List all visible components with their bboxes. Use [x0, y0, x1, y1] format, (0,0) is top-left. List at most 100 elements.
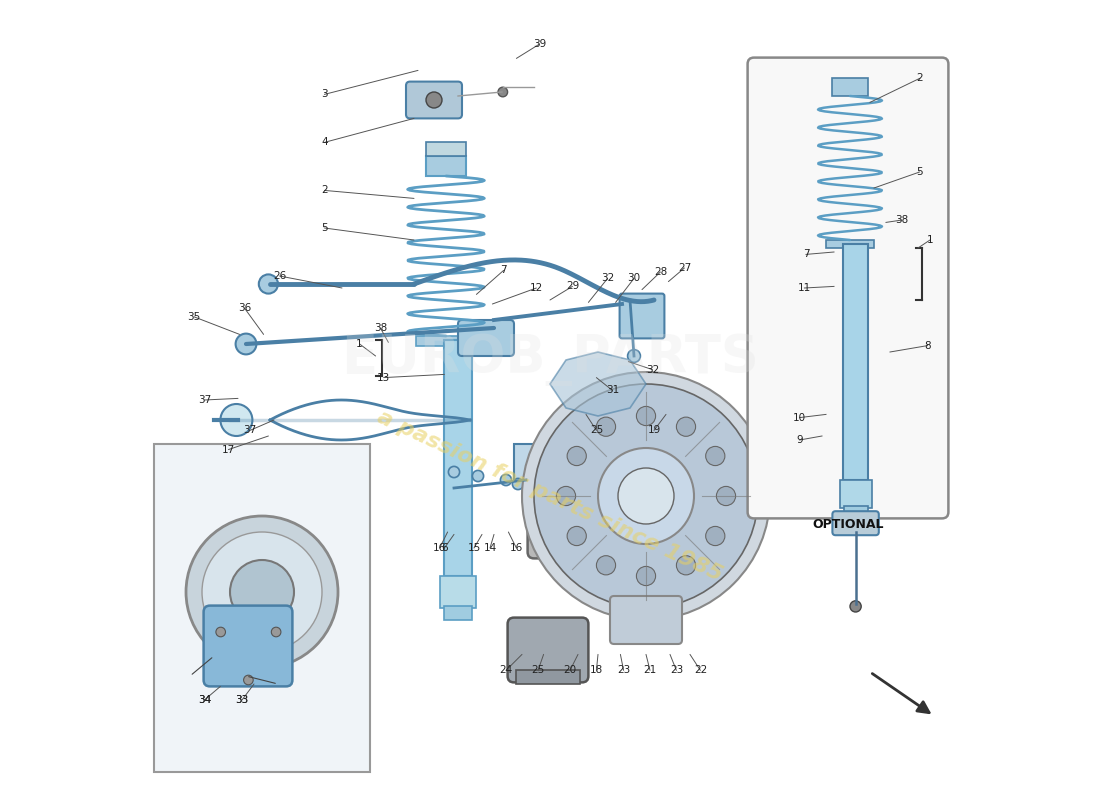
Text: 25: 25: [531, 666, 544, 675]
Text: 6: 6: [441, 543, 448, 553]
Text: OPTIONAL: OPTIONAL: [812, 518, 883, 531]
Text: 28: 28: [653, 267, 667, 277]
FancyBboxPatch shape: [416, 336, 476, 346]
Text: 33: 33: [235, 695, 249, 705]
Text: 5: 5: [916, 167, 923, 177]
Circle shape: [596, 556, 616, 575]
Text: 23: 23: [617, 666, 630, 675]
Circle shape: [230, 560, 294, 624]
Text: 30: 30: [627, 274, 640, 283]
Circle shape: [850, 601, 861, 612]
Text: 38: 38: [374, 323, 387, 333]
Circle shape: [500, 474, 512, 486]
Text: 22: 22: [694, 666, 707, 675]
Circle shape: [534, 384, 758, 608]
FancyBboxPatch shape: [426, 156, 466, 176]
Circle shape: [618, 468, 674, 524]
Text: 10: 10: [793, 413, 806, 422]
Text: 14: 14: [483, 543, 496, 553]
Text: 35: 35: [187, 312, 200, 322]
Circle shape: [258, 274, 278, 294]
Text: 38: 38: [895, 215, 909, 225]
Text: 32: 32: [646, 365, 659, 374]
Text: 21: 21: [644, 666, 657, 675]
Text: 27: 27: [678, 263, 691, 273]
FancyBboxPatch shape: [839, 480, 871, 508]
Text: 37: 37: [198, 395, 211, 405]
Text: 1: 1: [926, 235, 933, 245]
Circle shape: [472, 470, 484, 482]
Text: 17: 17: [222, 445, 235, 454]
FancyBboxPatch shape: [154, 444, 370, 772]
FancyBboxPatch shape: [514, 444, 538, 484]
Text: 37: 37: [243, 426, 256, 435]
Text: 4: 4: [321, 138, 328, 147]
Text: 2: 2: [916, 74, 923, 83]
Circle shape: [513, 478, 524, 490]
Circle shape: [706, 526, 725, 546]
Circle shape: [557, 486, 575, 506]
Circle shape: [706, 446, 725, 466]
Text: 25: 25: [590, 426, 603, 435]
Circle shape: [272, 627, 280, 637]
Text: 23: 23: [670, 666, 683, 675]
FancyBboxPatch shape: [610, 596, 682, 644]
Circle shape: [426, 92, 442, 108]
Text: 8: 8: [924, 341, 931, 350]
Circle shape: [637, 566, 656, 586]
Text: 33: 33: [235, 695, 249, 705]
Text: 16: 16: [433, 543, 447, 553]
Text: 3: 3: [321, 90, 328, 99]
FancyBboxPatch shape: [443, 340, 472, 576]
Text: 32: 32: [601, 274, 614, 283]
Text: 9: 9: [796, 435, 803, 445]
FancyBboxPatch shape: [406, 82, 462, 118]
Text: 5: 5: [321, 223, 328, 233]
Text: 1: 1: [356, 339, 363, 349]
Text: 19: 19: [648, 426, 661, 435]
FancyBboxPatch shape: [748, 58, 948, 518]
Text: 34: 34: [198, 695, 211, 705]
FancyBboxPatch shape: [516, 670, 581, 684]
Circle shape: [498, 87, 507, 97]
Circle shape: [628, 350, 640, 362]
FancyBboxPatch shape: [458, 320, 514, 356]
Circle shape: [186, 516, 338, 668]
Text: 24: 24: [499, 666, 513, 675]
FancyBboxPatch shape: [619, 294, 664, 338]
Circle shape: [716, 486, 736, 506]
FancyBboxPatch shape: [204, 606, 293, 686]
FancyBboxPatch shape: [443, 606, 472, 620]
Text: 16: 16: [509, 543, 522, 553]
Text: 7: 7: [803, 250, 810, 259]
Text: 31: 31: [606, 386, 619, 395]
Text: 11: 11: [798, 283, 811, 293]
Circle shape: [598, 448, 694, 544]
Text: 39: 39: [534, 39, 547, 49]
Circle shape: [568, 526, 586, 546]
FancyBboxPatch shape: [833, 78, 868, 96]
FancyBboxPatch shape: [440, 576, 475, 608]
Text: EUROB_PARTS: EUROB_PARTS: [341, 334, 759, 386]
Text: 2: 2: [321, 186, 328, 195]
Text: 13: 13: [377, 373, 390, 382]
FancyBboxPatch shape: [844, 506, 868, 518]
Circle shape: [676, 417, 695, 436]
Circle shape: [449, 466, 460, 478]
FancyBboxPatch shape: [833, 511, 879, 535]
Text: 15: 15: [468, 543, 481, 553]
Text: 26: 26: [273, 271, 286, 281]
Text: 12: 12: [530, 283, 543, 293]
FancyBboxPatch shape: [826, 240, 875, 248]
FancyBboxPatch shape: [426, 142, 466, 156]
Circle shape: [216, 627, 225, 637]
Text: 36: 36: [238, 303, 251, 313]
Circle shape: [243, 675, 253, 685]
FancyBboxPatch shape: [528, 478, 604, 558]
Text: 18: 18: [590, 666, 603, 675]
Text: 20: 20: [563, 666, 576, 675]
Circle shape: [596, 417, 616, 436]
Circle shape: [522, 372, 770, 620]
Text: 34: 34: [198, 695, 211, 705]
Text: a passion for parts since 1985: a passion for parts since 1985: [374, 407, 726, 585]
